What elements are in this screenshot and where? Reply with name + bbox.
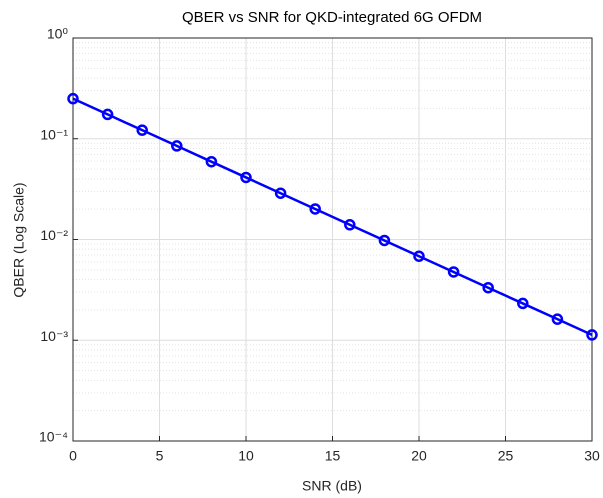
x-tick-label: 30 — [584, 448, 600, 464]
marker — [482, 281, 494, 294]
y-tick-label: 10⁻⁴ — [39, 429, 68, 445]
marker — [101, 108, 114, 121]
marker — [344, 219, 356, 231]
marker — [586, 329, 598, 341]
marker — [309, 203, 321, 215]
marker — [240, 171, 252, 184]
marker — [67, 92, 79, 105]
x-tick-label: 15 — [325, 448, 341, 464]
series-line — [72, 97, 593, 337]
x-tick-label: 10 — [238, 448, 254, 464]
y-tick-label: 10⁰ — [47, 26, 69, 42]
x-tick-label: 5 — [156, 448, 164, 464]
y-axis-label: QBER (Log Scale) — [11, 182, 27, 297]
marker — [378, 234, 391, 247]
marker — [517, 297, 529, 310]
x-tick-label: 0 — [69, 448, 77, 464]
marker — [413, 250, 425, 262]
marker — [171, 140, 183, 152]
marker — [447, 266, 460, 278]
y-tick-label: 10⁻² — [40, 227, 68, 243]
y-tick-label: 10⁻³ — [40, 328, 68, 344]
marker — [274, 187, 287, 199]
marker — [205, 155, 218, 168]
plot-frame — [72, 37, 593, 442]
chart-title: QBER vs SNR for QKD-integrated 6G OFDM — [182, 9, 482, 26]
marker — [551, 313, 564, 325]
marker — [136, 124, 148, 136]
y-tick-label: 10⁻¹ — [40, 126, 68, 142]
x-tick-label: 25 — [498, 448, 514, 464]
x-axis-label: SNR (dB) — [302, 478, 362, 494]
x-tick-label: 20 — [411, 448, 427, 464]
